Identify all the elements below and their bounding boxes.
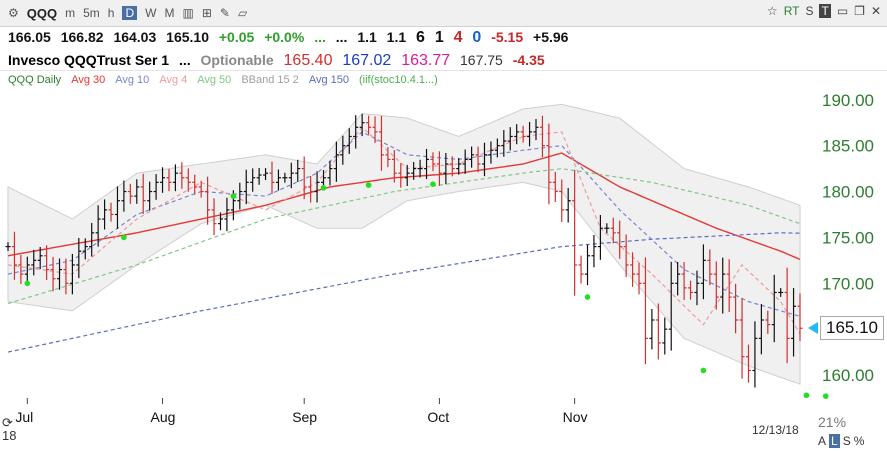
interval-w[interactable]: W [145,6,157,20]
y-tick-label: 185.00 [822,137,874,156]
x-tick-label: Oct [427,409,449,425]
interval-d[interactable]: D [122,6,138,20]
minimize-icon[interactable]: ▭ [836,4,849,18]
signal-dot [700,367,707,374]
interval-h[interactable]: h [107,6,115,20]
y-tick-label: 190.00 [822,91,874,110]
quote-change-pct: +0.0% [264,29,305,45]
last-price-tag: 165.10 [820,316,884,341]
t-toggle[interactable]: T [819,4,831,18]
legend-avg50[interactable]: Avg 50 [197,74,232,86]
restore-icon[interactable]: ❐ [854,4,865,18]
quote-v3: -5.15 [491,29,524,45]
optionable-tag: Optionable [200,52,274,68]
legend-bband[interactable]: BBand 15 2 [241,74,299,86]
line-avg-50 [7,167,801,305]
draw-icon[interactable]: ✎ [219,6,230,20]
name-line: Invesco QQQTrust Ser 1 ... Optionable 16… [8,52,551,70]
last-date: 12/13/18 [752,423,799,437]
y-tick-label: 170.00 [822,274,874,293]
close-icon[interactable]: ✕ [870,4,881,18]
star-icon[interactable]: ☆ [766,4,778,18]
signal-dot [584,294,591,300]
value-red: 165.40 [283,52,333,69]
value-pink: 163.77 [401,52,451,69]
quote-line: 166.05 166.82 164.03 165.10 +0.05 +0.0% … [8,29,574,47]
divider [0,70,887,71]
collapse-icon[interactable]: ▱ [237,6,248,20]
line-avg-150 [7,232,801,353]
security-name: Invesco QQQTrust Ser 1 [8,52,170,68]
signal-dot [24,280,31,287]
value-blue: 167.02 [342,52,392,69]
interval-m-monthly[interactable]: M [164,6,175,20]
quote-close: 165.10 [166,29,209,45]
line-avg-4 [7,126,801,335]
quote-c3: 4 [453,29,463,46]
line-avg-30 [7,152,801,261]
quote-v4: +5.96 [533,29,569,45]
bollinger-band [7,103,801,385]
quote-c2: 1 [434,29,444,46]
quote-low: 164.03 [113,29,157,45]
symbol-input[interactable]: QQQ [26,5,58,21]
signal-dot [320,185,327,191]
quote-c1: 6 [416,29,425,46]
last-price-arrow [808,322,818,335]
quote-high: 166.82 [60,29,104,45]
toolbar: ⚙ QQQ m 5m h D W M ▥ ⊞ ✎ ▱ ☆ RT S T ▭ ❐ … [0,0,887,27]
x-tick-label: Aug [151,409,176,425]
y-tick-label: 175.00 [822,228,874,247]
rt-toggle[interactable]: RT [783,4,800,18]
quote-c4: 0 [472,29,482,46]
signal-dot [822,393,829,399]
left-number: 18 [2,428,17,443]
add-chart-icon[interactable]: ⊞ [201,6,212,20]
tools-icon[interactable]: ⚙ [8,6,19,20]
y-tick-label: 180.00 [822,183,874,202]
split-scale-icon[interactable]: S [842,434,851,448]
axis-mode-icons: A L S % [818,434,864,448]
indicator-legend: QQQ Daily Avg 30 Avg 10 Avg 4 Avg 50 BBa… [8,74,438,86]
y-tick-label: 160.00 [822,366,874,385]
bar-chart-icon[interactable]: ▥ [182,6,194,20]
quote-dots-1: ... [314,29,326,45]
line-avg-10 [7,131,801,317]
legend-avg10[interactable]: Avg 10 [115,74,150,86]
signal-dot [803,392,810,399]
refresh-icon[interactable]: ⟳ 18 [2,415,17,443]
signal-dot [230,193,237,199]
legend-avg150[interactable]: Avg 150 [308,74,349,86]
x-tick-label: Jul [15,409,33,425]
zoom-percent[interactable]: 21% [818,414,847,430]
percent-scale-icon[interactable]: % [853,434,865,448]
log-scale-icon[interactable]: L [829,434,840,448]
quote-v2: 1.1 [386,29,407,45]
name-dots: ... [178,52,191,68]
quote-v1: 1.1 [357,29,377,45]
x-tick-label: Sep [292,409,317,425]
quote-change: +0.05 [218,29,255,45]
value-neg: -4.35 [512,52,545,68]
quote-dots-2: ... [335,29,348,45]
legend-stoc[interactable]: (iif(stoc10.4.1...) [358,74,438,86]
value-gray: 167.75 [460,52,503,68]
legend-avg30[interactable]: Avg 30 [71,74,106,86]
legend-avg4[interactable]: Avg 4 [159,74,188,86]
legend-qqq-daily[interactable]: QQQ Daily [8,74,62,86]
signal-dot [121,234,127,241]
signal-dot [430,181,436,187]
auto-scale-icon[interactable]: A [818,434,827,448]
interval-m[interactable]: m [65,6,76,20]
signal-dot [365,182,372,188]
quote-last: 166.05 [8,29,51,45]
s-toggle[interactable]: S [805,4,814,18]
x-tick-label: Nov [563,409,588,425]
interval-5m[interactable]: 5m [83,6,100,20]
